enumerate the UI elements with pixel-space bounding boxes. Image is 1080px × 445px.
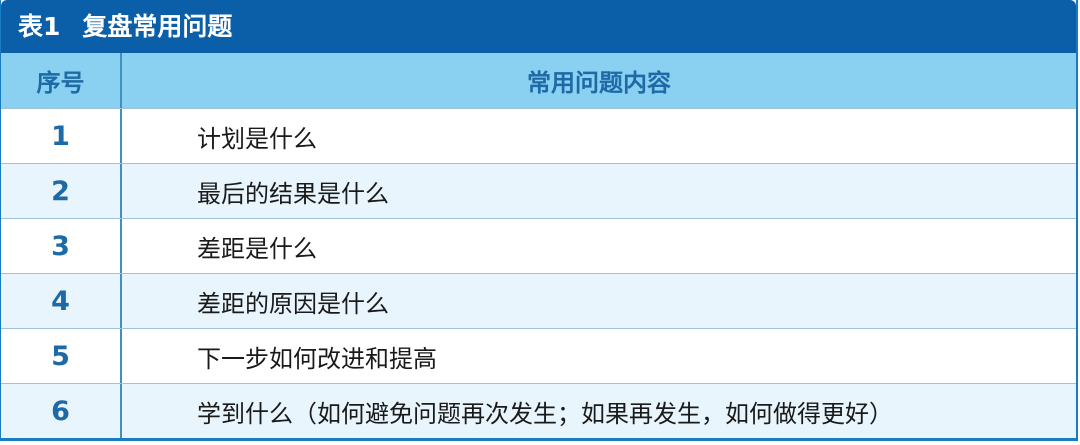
row-content: 差距的原因是什么 xyxy=(197,289,389,318)
table-title: 表1 复盘常用问题 xyxy=(1,0,1076,53)
row-number: 1 xyxy=(1,109,122,163)
row-number: 3 xyxy=(1,219,122,273)
table-header: 序号 常用问题内容 xyxy=(1,53,1076,108)
table-row: 1 计划是什么 xyxy=(1,108,1076,163)
table-row: 3 差距是什么 xyxy=(1,218,1076,273)
row-content: 下一步如何改进和提高 xyxy=(197,344,437,373)
table-row: 5 下一步如何改进和提高 xyxy=(1,328,1076,383)
header-content: 常用问题内容 xyxy=(527,69,671,97)
row-number: 2 xyxy=(1,164,122,218)
row-number: 4 xyxy=(1,274,122,328)
table-row: 4 差距的原因是什么 xyxy=(1,273,1076,328)
table-label: 表1 xyxy=(18,12,61,41)
table-row: 6 学到什么（如何避免问题再次发生；如果再发生，如何做得更好） xyxy=(1,383,1076,438)
row-number: 5 xyxy=(1,329,122,383)
row-content: 计划是什么 xyxy=(197,124,317,153)
header-number: 序号 xyxy=(1,53,122,108)
row-content: 差距是什么 xyxy=(197,234,317,263)
table-row: 2 最后的结果是什么 xyxy=(1,163,1076,218)
row-content: 最后的结果是什么 xyxy=(197,179,389,208)
table-title-text: 复盘常用问题 xyxy=(82,12,233,41)
row-number: 6 xyxy=(1,384,122,438)
row-content: 学到什么（如何避免问题再次发生；如果再发生，如何做得更好） xyxy=(197,399,893,428)
